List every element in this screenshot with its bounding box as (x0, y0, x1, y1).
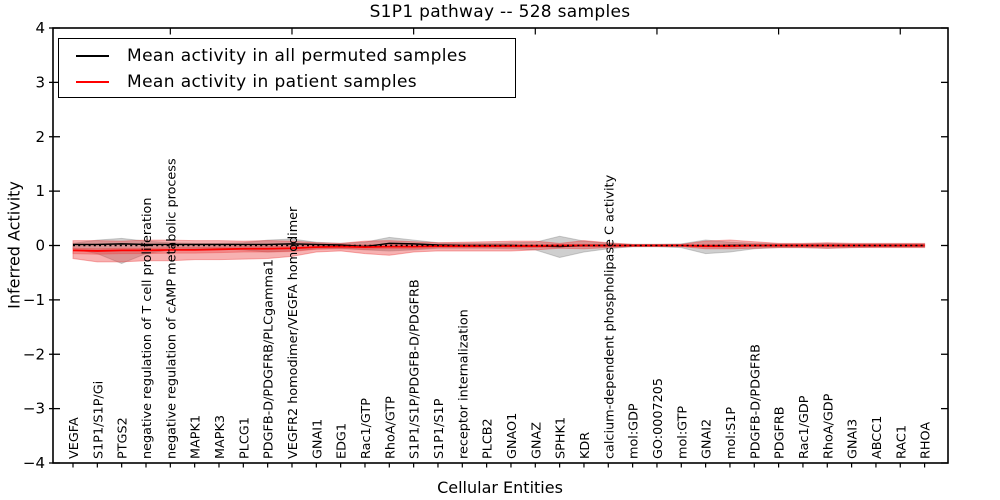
x-category-label: VEGFA (67, 417, 82, 459)
x-category-label: PTGS2 (116, 417, 131, 459)
x-category-label: GNAO1 (505, 413, 520, 459)
x-category-label: negative regulation of T cell proliferat… (140, 197, 155, 459)
x-category-label: PDGFRB (773, 406, 788, 459)
x-category-label: EDG1 (335, 423, 350, 459)
y-tick-label: −1 (23, 291, 45, 309)
x-category-label: RAC1 (894, 425, 909, 459)
chart-title: S1P1 pathway -- 528 samples (369, 2, 631, 22)
x-category-label: calcium-dependent phospholipase C activi… (602, 174, 617, 459)
x-category-label: ABCC1 (870, 416, 885, 459)
y-tick-label: 3 (35, 73, 45, 91)
x-category-label: PLCB2 (481, 418, 496, 459)
x-axis-label: Cellular Entities (437, 478, 563, 497)
x-category-label: GNAI2 (700, 419, 715, 459)
y-tick-label: −2 (23, 345, 45, 363)
x-category-label: mol:GTP (675, 406, 690, 459)
x-category-label: PLCG1 (237, 417, 252, 459)
x-category-label: S1P1/S1P/Gi (91, 381, 106, 459)
x-category-label: Rac1/GTP (359, 398, 374, 459)
y-tick-label: 1 (35, 182, 45, 200)
x-category-label: RhoA/GTP (383, 396, 398, 459)
patient-line-swatch (76, 81, 109, 83)
x-category-label: MAPK3 (213, 415, 228, 459)
x-category-label: VEGFR2 homodimer/VEGFA homodimer (286, 206, 301, 459)
x-category-label: Rac1/GDP (797, 395, 812, 459)
series-line-Mean-activity-in-patient-samples (72, 244, 925, 252)
legend-label-patient: Mean activity in patient samples (127, 72, 418, 92)
y-tick-label: −3 (23, 400, 45, 418)
y-tick-label: 0 (35, 237, 45, 255)
legend-item-patient: Mean activity in patient samples (59, 69, 515, 95)
x-category-label: PDGFB-D/PDGFRB (748, 344, 763, 459)
x-category-label: GNAI1 (310, 419, 325, 459)
y-tick-label: 4 (35, 19, 45, 37)
x-category-label: KDR (578, 432, 593, 459)
x-category-label: RHOA (919, 422, 934, 459)
legend-box: Mean activity in all permuted samples Me… (58, 38, 516, 98)
x-category-label: receptor internalization (456, 309, 471, 459)
permuted-line-swatch (76, 55, 109, 57)
x-category-label: RhoA/GDP (821, 393, 836, 459)
x-category-label: negative regulation of cAMP metabolic pr… (164, 158, 179, 459)
x-category-label: MAPK1 (189, 415, 204, 459)
band-0-permuted-samples-range (72, 235, 926, 264)
y-tick-label: −4 (23, 454, 45, 472)
x-category-label: S1P1/S1P/PDGFB-D/PDGFRB (408, 279, 423, 459)
legend-label-permuted: Mean activity in all permuted samples (127, 46, 468, 66)
x-category-label: S1P1/S1P (432, 398, 447, 459)
y-tick-label: 2 (35, 128, 45, 146)
x-category-label: SPHK1 (554, 417, 569, 459)
x-category-label: mol:S1P (724, 407, 739, 459)
x-category-label: PDGFB-D/PDGFRB/PLCgamma1 (262, 259, 277, 459)
x-category-label: GNAI3 (846, 419, 861, 459)
legend-item-permuted: Mean activity in all permuted samples (59, 43, 515, 69)
x-category-label: mol:GDP (627, 403, 642, 459)
x-category-label: GO:0007205 (651, 378, 666, 459)
x-category-label: GNAZ (529, 422, 544, 459)
